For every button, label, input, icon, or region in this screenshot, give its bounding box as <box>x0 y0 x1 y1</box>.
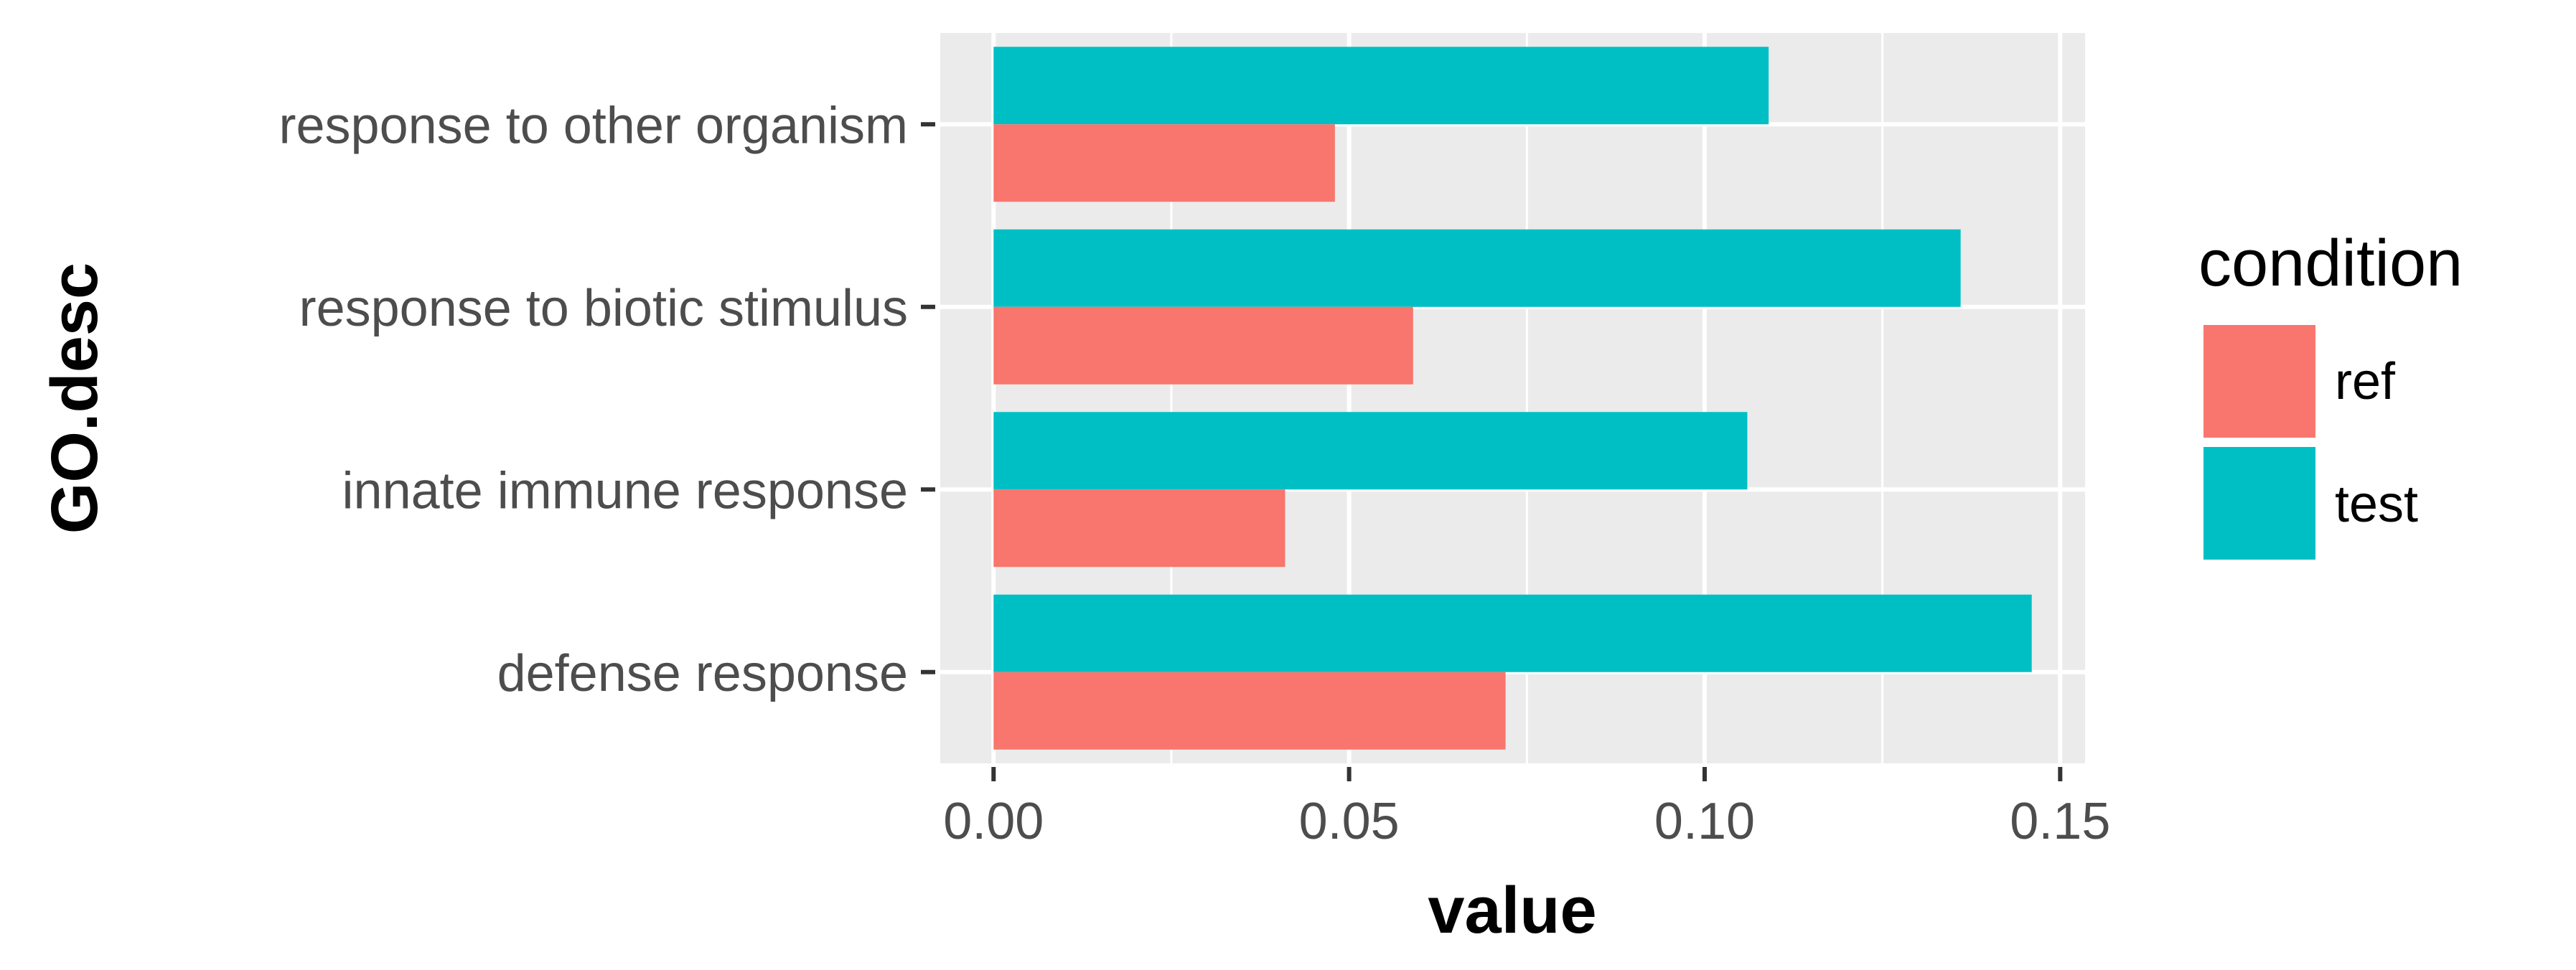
x-tick-label: 0.10 <box>1654 793 1755 850</box>
bar-ref <box>993 489 1285 568</box>
bar-test <box>993 47 1769 125</box>
bar-ref <box>993 672 1506 750</box>
x-tick-label: 0.05 <box>1299 793 1400 850</box>
x-tick-label: 0.00 <box>943 793 1044 850</box>
bar-test <box>993 412 1748 490</box>
bar-ref <box>993 124 1335 202</box>
y-tick-label: defense response <box>497 645 908 702</box>
y-tick-label: response to other organism <box>279 97 908 154</box>
legend: condition ref test <box>2198 227 2463 560</box>
legend-key-test <box>2203 447 2315 560</box>
bar-ref <box>993 306 1413 385</box>
x-axis-title: value <box>1428 874 1596 947</box>
legend-title: condition <box>2198 227 2463 300</box>
x-tick-label: 0.15 <box>2010 793 2110 850</box>
legend-label-test: test <box>2335 476 2418 533</box>
bars-layer <box>993 47 2032 750</box>
y-axis-title: GO.desc <box>38 263 111 534</box>
x-axis: 0.00 0.05 0.10 0.15 <box>943 767 2110 850</box>
bar-test <box>993 229 1961 307</box>
legend-label-ref: ref <box>2335 353 2396 410</box>
y-axis: response to other organism response to bi… <box>279 97 935 702</box>
legend-key-ref <box>2203 325 2315 438</box>
bar-test <box>993 594 2032 672</box>
y-tick-label: response to biotic stimulus <box>299 280 908 337</box>
y-tick-label: innate immune response <box>342 462 908 519</box>
